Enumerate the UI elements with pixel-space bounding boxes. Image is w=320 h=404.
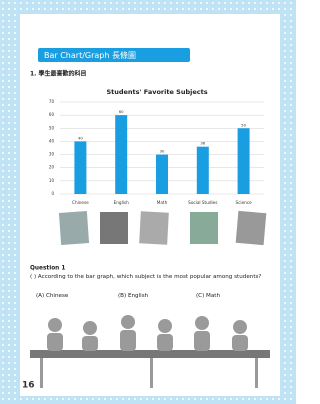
value-label: 36 bbox=[200, 141, 205, 146]
option: (C) Math bbox=[196, 293, 220, 301]
bar bbox=[238, 128, 250, 194]
chart: Bar Chart/Graph 長條圖 1. 學生最喜歡的科目 Students… bbox=[0, 0, 296, 404]
header-title: Bar Chart/Graph 長條圖 bbox=[44, 50, 136, 60]
y-tick-label: 30 bbox=[49, 152, 55, 157]
value-label: 40 bbox=[78, 135, 83, 140]
x-tick-label: Math bbox=[157, 200, 168, 205]
bar bbox=[156, 155, 168, 194]
page: Bar Chart/Graph 長條圖 1. 學生最喜歡的科目 Students… bbox=[0, 0, 296, 404]
bar bbox=[74, 141, 86, 194]
option: (B) English bbox=[118, 293, 148, 301]
x-tick-label: Chinese bbox=[72, 200, 89, 205]
photos bbox=[59, 211, 266, 245]
x-tick-label: Science bbox=[235, 200, 252, 205]
option: (A) Chinese bbox=[36, 293, 68, 301]
y-tick-label: 70 bbox=[49, 99, 55, 104]
bar bbox=[197, 147, 209, 194]
y-tick-label: 50 bbox=[49, 125, 55, 130]
value-label: 30 bbox=[160, 149, 165, 154]
value-label: 50 bbox=[241, 122, 246, 127]
y-tick-label: 20 bbox=[49, 165, 55, 170]
x-tick-label: Social Studies bbox=[188, 200, 217, 205]
value-label: 60 bbox=[119, 109, 124, 114]
bar bbox=[115, 115, 127, 194]
page-number: 16 bbox=[22, 381, 35, 391]
y-tick-label: 0 bbox=[51, 191, 54, 196]
question-label: Question 1 bbox=[30, 266, 65, 272]
y-tick-label: 10 bbox=[49, 178, 55, 183]
illustration bbox=[30, 315, 270, 388]
section-title: 1. 學生最喜歡的科目 bbox=[30, 70, 87, 78]
x-tick-label: English bbox=[114, 200, 129, 205]
question-text: ( ) According to the bar graph, which su… bbox=[30, 274, 266, 282]
y-tick-label: 40 bbox=[49, 138, 55, 143]
chart-title: Students' Favorite Subjects bbox=[106, 88, 207, 96]
y-tick-label: 60 bbox=[49, 112, 55, 117]
